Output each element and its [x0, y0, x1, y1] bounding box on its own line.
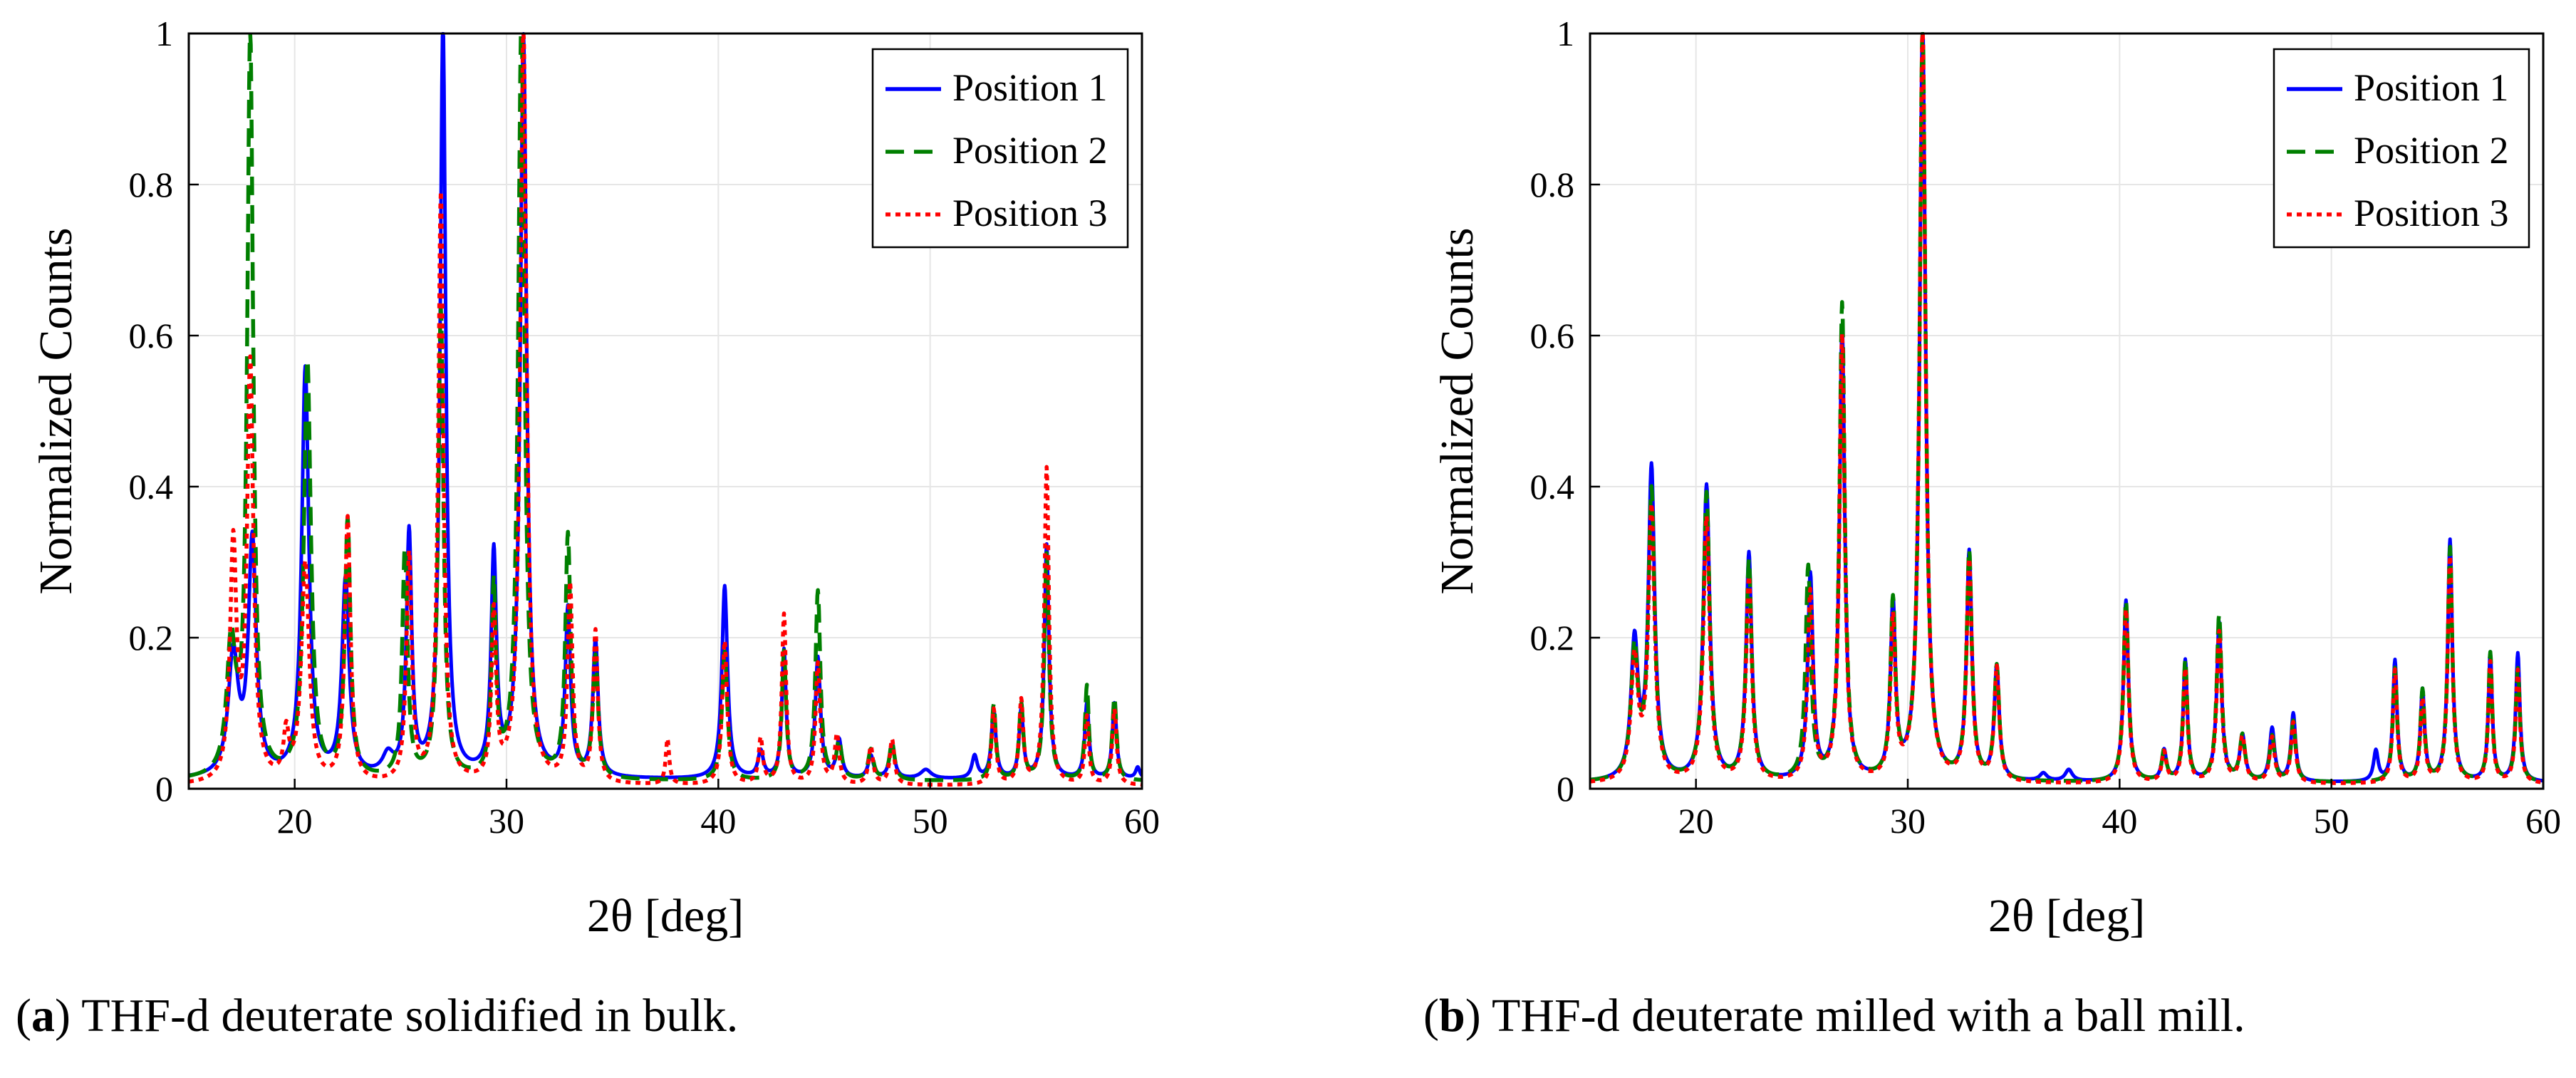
- y-tick-label-5: 1: [1557, 14, 1574, 53]
- y-tick-label-2: 0.4: [1530, 467, 1575, 507]
- panel-a-chart: 20 30 40 50 60 0 0.2 0.4 0.6 0.8 1 2θ [deg] Normal…: [30, 14, 1160, 942]
- x-tick-label-0: 20: [277, 801, 313, 841]
- x-tick-label-1: 30: [1890, 801, 1926, 841]
- panel-b-legend-position-2: Position 2: [2354, 129, 2509, 172]
- panel-b-legend-position-3: Position 3: [2354, 192, 2509, 234]
- y-tick-label-4: 0.8: [129, 165, 174, 204]
- y-tick-label-0: 0: [155, 769, 173, 809]
- x-tick-label-2: 40: [2102, 801, 2137, 841]
- x-tick-label-0: 20: [1678, 801, 1714, 841]
- panel-b-ticks: 20 30 40 50 60 0 0.2 0.4 0.6 0.8 1: [1530, 14, 2562, 841]
- x-tick-label-3: 50: [2314, 801, 2349, 841]
- panel-a-legend-position-1: Position 1: [952, 66, 1108, 109]
- caption-b-tag: b: [1438, 990, 1465, 1042]
- y-tick-label-5: 1: [155, 14, 173, 53]
- panel-a-ticks: 20 30 40 50 60 0 0.2 0.4 0.6 0.8 1: [129, 14, 1160, 841]
- panel-b-axes-frame: [1589, 32, 2545, 790]
- y-tick-label-4: 0.8: [1530, 165, 1575, 204]
- panel-b-x-axis-label: 2θ [deg]: [1988, 890, 2145, 942]
- caption-b-text: THF-d deuterate milled with a ball mill.: [1480, 990, 2245, 1042]
- caption-b: (b) THF-d deuterate milled with a ball m…: [1423, 990, 2245, 1042]
- panel-b-chart: 20 30 40 50 60 0 0.2 0.4 0.6 0.8 1 2θ [deg] Normal…: [1431, 14, 2561, 942]
- panel-a-x-axis-label: 2θ [deg]: [587, 890, 744, 942]
- panel-a-axes-frame: [187, 32, 1143, 790]
- y-tick-label-0: 0: [1557, 769, 1574, 809]
- y-tick-label-1: 0.2: [1530, 618, 1575, 658]
- x-tick-label-4: 60: [1124, 801, 1160, 841]
- panel-b-legend-box: [2273, 48, 2530, 249]
- x-tick-label-1: 30: [489, 801, 524, 841]
- panel-a-legend-box: [871, 48, 1129, 249]
- panel-a-y-axis-label: Normalized Counts: [30, 227, 82, 594]
- panel-a-plot-area: [189, 32, 1142, 787]
- x-tick-label-4: 60: [2525, 801, 2561, 841]
- y-tick-label-3: 0.6: [129, 316, 174, 356]
- caption-a-tag: a: [31, 990, 55, 1042]
- panel-b-legend-position-1: Position 1: [2354, 66, 2509, 109]
- y-tick-label-2: 0.4: [129, 467, 174, 507]
- caption-a: (a) THF-d deuterate solidified in bulk.: [16, 990, 739, 1042]
- panel-b-series-3-line: [1590, 32, 2543, 785]
- panel-a-legend-position-3: Position 3: [952, 192, 1108, 234]
- y-tick-label-3: 0.6: [1530, 316, 1575, 356]
- x-tick-label-2: 40: [700, 801, 736, 841]
- x-tick-label-3: 50: [913, 801, 948, 841]
- panel-b-y-axis-label: Normalized Counts: [1431, 227, 1483, 594]
- caption-a-text: THF-d deuterate solidified in bulk.: [70, 990, 739, 1042]
- panel-a-legend-position-2: Position 2: [952, 129, 1108, 172]
- panel-a-legend: Position 1 Position 2 Position 3: [871, 48, 1129, 249]
- panel-b-plot-area: [1590, 32, 2543, 785]
- panel-a-series-3-line: [189, 32, 1142, 787]
- panel-b-legend: Position 1 Position 2 Position 3: [2273, 48, 2530, 249]
- y-tick-label-1: 0.2: [129, 618, 174, 658]
